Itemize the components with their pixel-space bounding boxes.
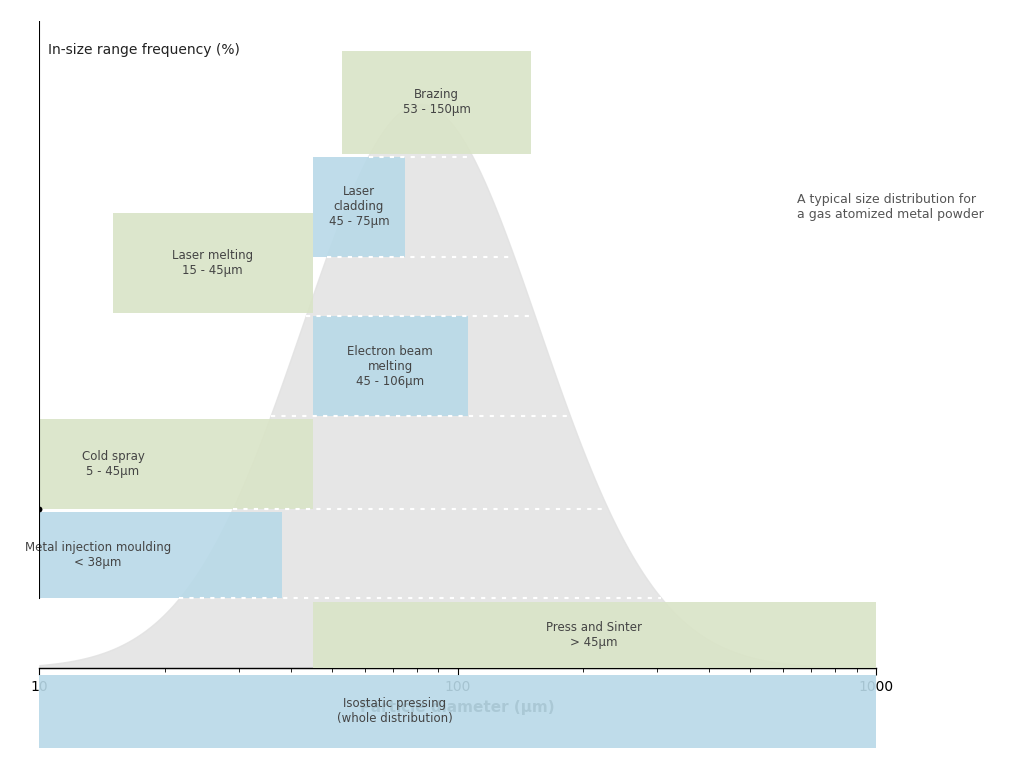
Text: Electron beam
melting
45 - 106μm: Electron beam melting 45 - 106μm — [347, 345, 433, 388]
Text: Press and Sinter
> 45μm: Press and Sinter > 45μm — [546, 621, 642, 649]
Bar — [0, 675, 876, 748]
Bar — [0, 419, 312, 509]
Bar — [312, 157, 405, 256]
Text: Metal injection moulding
< 38μm: Metal injection moulding < 38μm — [24, 541, 171, 569]
Text: Laser
cladding
45 - 75μm: Laser cladding 45 - 75μm — [328, 185, 389, 228]
Text: Isostatic pressing
(whole distribution): Isostatic pressing (whole distribution) — [336, 698, 452, 726]
Bar — [0, 512, 282, 598]
Text: Brazing
53 - 150μm: Brazing 53 - 150μm — [403, 88, 471, 117]
Text: Cold spray
5 - 45μm: Cold spray 5 - 45μm — [82, 450, 144, 478]
Text: Laser melting
15 - 45μm: Laser melting 15 - 45μm — [173, 249, 254, 277]
Text: A typical size distribution for
a gas atomized metal powder: A typical size distribution for a gas at… — [798, 192, 984, 221]
Bar — [312, 602, 876, 668]
X-axis label: Particle diameter (μm): Particle diameter (μm) — [361, 700, 554, 715]
Bar — [113, 213, 312, 313]
Text: In-size range frequency (%): In-size range frequency (%) — [47, 43, 239, 57]
Bar — [312, 316, 468, 416]
Bar — [342, 51, 531, 153]
